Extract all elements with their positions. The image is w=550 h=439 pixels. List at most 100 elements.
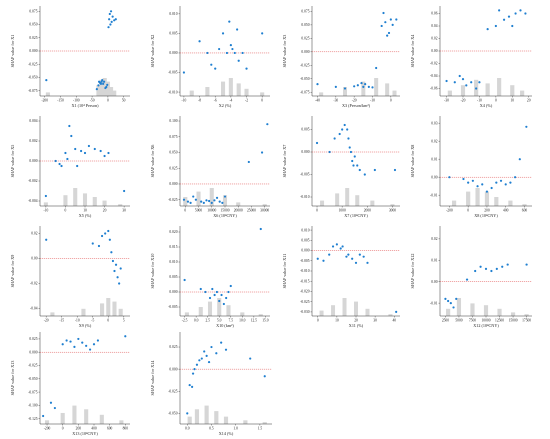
data-point [245, 67, 248, 70]
data-point [470, 81, 473, 84]
y-tick-label: -0.04 [430, 74, 438, 78]
histogram-bar [45, 92, 50, 96]
y-tick-label: 0.010 [169, 12, 177, 16]
histogram-bar [207, 301, 213, 316]
y-tick-label: -0.004 [28, 199, 37, 203]
data-point [315, 141, 319, 145]
data-point [346, 128, 349, 131]
x-axis-label: X9 (%) [79, 323, 92, 328]
data-point [347, 137, 350, 140]
histogram-bar [388, 314, 393, 316]
data-point [85, 344, 88, 347]
data-point [353, 155, 356, 158]
x-tick-label: 3000 [389, 209, 396, 213]
y-tick-label: 0.00 [431, 175, 437, 179]
x-tick-label: 1000 [339, 209, 346, 213]
data-point [490, 269, 493, 273]
histogram-bar [226, 305, 231, 316]
histogram-bar [331, 305, 336, 316]
data-point [260, 151, 264, 154]
y-tick-label: -0.005 [300, 259, 309, 263]
data-point [97, 244, 101, 248]
y-axis-label: SHAP value for X10 [150, 254, 155, 289]
histogram-bar [205, 87, 210, 96]
x-axis-label: X1 (10⁴ Person) [71, 103, 99, 108]
data-point [461, 78, 465, 81]
data-point [231, 47, 234, 51]
data-point [73, 345, 76, 348]
histogram-bar [494, 197, 499, 206]
x-axis-label: X7 (10⁴CNY) [344, 213, 368, 218]
data-point [341, 128, 344, 131]
histogram-bar [320, 200, 325, 206]
histogram-bar [43, 202, 48, 206]
histogram-bar [84, 409, 89, 424]
y-tick-label: -0.005 [300, 173, 309, 177]
data-point [223, 195, 227, 198]
data-point [107, 229, 110, 233]
data-point [218, 47, 221, 51]
y-tick-label: -0.025 [300, 300, 309, 304]
x-tick-label: 30 [373, 319, 377, 323]
data-point [199, 287, 202, 291]
data-point [375, 66, 378, 70]
y-tick-label: 0.000 [301, 249, 309, 253]
x-tick-label: 0 [107, 99, 109, 103]
x-tick-label: 5000 [455, 319, 462, 323]
data-point [103, 154, 106, 158]
y-tick-label: 0.03 [431, 121, 437, 125]
histogram-bar [198, 307, 203, 316]
x-tick-label: 0 [495, 99, 497, 103]
y-axis-label: SHAP value for X2 [150, 35, 155, 68]
y-tick-label: 0.050 [169, 151, 177, 155]
y-tick-label: 0.000 [29, 49, 37, 53]
y-tick-label: -0.075 [28, 89, 37, 93]
data-point [444, 297, 447, 300]
y-tick-label: 0.000 [29, 159, 37, 163]
x-tick-label: -30 [444, 99, 449, 103]
data-point [213, 293, 216, 297]
y-tick-label: 0.000 [169, 367, 177, 371]
data-point [334, 85, 337, 88]
x-tick-label: -6 [214, 99, 217, 103]
y-tick-label: -0.015 [300, 279, 309, 283]
x-tick-label: -2 [245, 99, 248, 103]
data-point [191, 372, 195, 375]
y-axis-label: SHAP value for X3 [282, 35, 287, 68]
x-tick-label: 0 [467, 209, 469, 213]
y-axis-label: SHAP value for X5 [10, 145, 15, 178]
data-point [261, 32, 264, 35]
data-point [77, 337, 80, 341]
data-point [241, 51, 244, 55]
y-tick-label: -0.06 [430, 87, 438, 91]
x-tick-label: -30 [333, 99, 338, 103]
x-tick-label: 5 [123, 319, 125, 323]
y-tick-label: 0.01 [431, 258, 437, 262]
histogram-bar [520, 90, 525, 96]
y-tick-label: -0.125 [28, 417, 37, 421]
y-tick-label: -0.025 [168, 198, 177, 202]
histogram-bar [260, 92, 265, 96]
data-point [64, 151, 67, 155]
data-point [494, 24, 497, 28]
histogram-bar [370, 200, 375, 206]
x-tick-label: 0 [62, 427, 64, 431]
data-point [88, 348, 92, 351]
histogram-bar [189, 90, 194, 96]
data-point [182, 198, 186, 201]
data-point [354, 261, 358, 264]
x-tick-label: 12.5 [251, 319, 257, 323]
x-tick-label: -5 [91, 319, 94, 323]
data-point [389, 18, 392, 21]
data-point [213, 199, 216, 202]
histogram-bar [510, 312, 516, 316]
x-tick-label: 800 [123, 427, 129, 431]
data-point [110, 20, 113, 23]
data-point [316, 257, 319, 260]
x-tick-label: 0 [390, 99, 392, 103]
x-tick-label: 17500 [522, 319, 531, 323]
data-point [65, 339, 68, 342]
histogram-bar [392, 90, 397, 96]
histogram-bar [390, 204, 395, 206]
